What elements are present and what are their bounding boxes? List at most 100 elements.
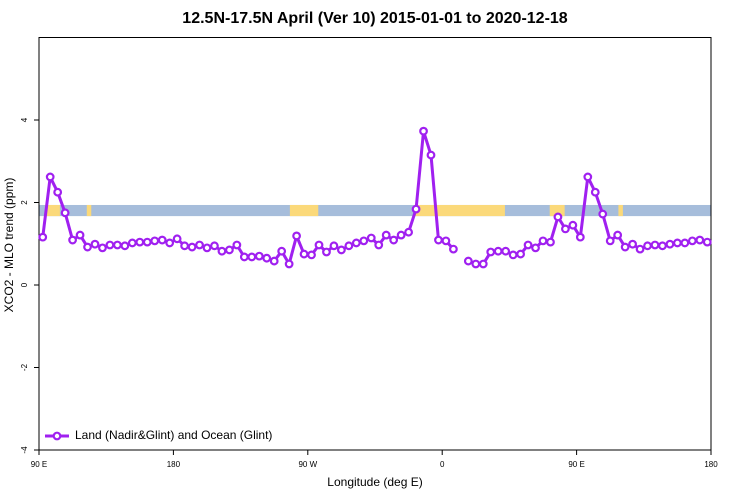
data-point bbox=[546, 237, 555, 247]
data-point bbox=[561, 224, 570, 234]
data-point bbox=[658, 241, 667, 251]
data-point bbox=[351, 238, 361, 248]
data-point bbox=[411, 204, 421, 214]
data-point bbox=[575, 232, 585, 242]
data-point bbox=[680, 238, 690, 248]
data-point bbox=[434, 235, 443, 245]
data-point bbox=[702, 237, 712, 247]
data-point bbox=[620, 242, 630, 252]
data-point bbox=[112, 240, 122, 250]
x-tick-label: 0 bbox=[440, 460, 445, 469]
data-point bbox=[180, 241, 190, 251]
data-point bbox=[359, 236, 369, 246]
data-point bbox=[329, 241, 339, 251]
data-point bbox=[695, 235, 705, 245]
data-point bbox=[53, 187, 63, 197]
y-tick-label: 4 bbox=[20, 117, 29, 122]
x-tick-label: 180 bbox=[167, 460, 181, 469]
data-point bbox=[210, 241, 219, 251]
data-point bbox=[232, 240, 242, 250]
data-point bbox=[120, 241, 130, 251]
data-point bbox=[687, 236, 697, 246]
data-point bbox=[157, 235, 167, 245]
data-point bbox=[284, 259, 294, 269]
y-tick-label: -4 bbox=[20, 446, 29, 454]
chart-title: 12.5N-17.5N April (Ver 10) 2015-01-01 to… bbox=[182, 10, 568, 27]
land-band bbox=[44, 204, 60, 217]
land-band bbox=[618, 204, 623, 217]
data-point bbox=[605, 236, 615, 246]
data-point bbox=[613, 230, 623, 240]
y-axis-label: XCO2 - MLO trend (ppm) bbox=[2, 178, 16, 313]
data-point bbox=[165, 238, 175, 248]
data-point bbox=[508, 250, 518, 260]
data-point bbox=[374, 240, 384, 250]
data-point bbox=[531, 243, 540, 253]
data-point bbox=[381, 230, 391, 240]
data-point bbox=[419, 126, 428, 136]
data-point bbox=[105, 240, 115, 250]
data-point bbox=[463, 256, 473, 266]
data-point bbox=[583, 172, 593, 182]
y-tick-label: -2 bbox=[20, 363, 29, 371]
data-point bbox=[38, 232, 48, 242]
data-point bbox=[224, 245, 234, 255]
data-point bbox=[516, 249, 525, 259]
data-point bbox=[523, 240, 533, 250]
data-point bbox=[277, 246, 287, 256]
land-band bbox=[413, 204, 505, 217]
data-point bbox=[187, 242, 197, 252]
data-point bbox=[314, 240, 324, 250]
data-point bbox=[195, 240, 204, 250]
legend-marker bbox=[52, 431, 62, 441]
data-point bbox=[262, 253, 272, 263]
data-point bbox=[553, 212, 563, 222]
x-tick-label: 90 E bbox=[568, 460, 584, 469]
data-point bbox=[404, 227, 414, 237]
data-point bbox=[478, 259, 488, 269]
data-point bbox=[635, 244, 645, 254]
data-point bbox=[254, 251, 264, 261]
land-band bbox=[86, 204, 92, 217]
data-point bbox=[307, 250, 316, 260]
data-point bbox=[628, 239, 637, 249]
data-point bbox=[142, 237, 152, 247]
data-point bbox=[665, 239, 675, 249]
data-point bbox=[299, 249, 309, 259]
data-point bbox=[90, 239, 100, 249]
ocean-band bbox=[39, 204, 711, 217]
data-point bbox=[471, 259, 481, 269]
data-point bbox=[366, 233, 376, 243]
data-point bbox=[501, 246, 511, 256]
data-point bbox=[239, 252, 249, 262]
data-point bbox=[60, 208, 70, 218]
land-band bbox=[289, 204, 319, 217]
data-point bbox=[135, 237, 145, 247]
data-point bbox=[598, 209, 608, 219]
data-point bbox=[150, 236, 160, 246]
data-point bbox=[269, 256, 279, 266]
data-point bbox=[68, 235, 77, 245]
data-point bbox=[292, 231, 302, 241]
x-tick-label: 90 W bbox=[298, 460, 317, 469]
data-point bbox=[344, 241, 354, 251]
data-point bbox=[172, 234, 182, 244]
data-point bbox=[396, 230, 406, 240]
data-point bbox=[127, 238, 137, 248]
data-point bbox=[449, 244, 458, 254]
legend-label: Land (Nadir&Glint) and Ocean (Glint) bbox=[75, 428, 272, 442]
data-point bbox=[322, 247, 331, 257]
land-band bbox=[549, 204, 565, 217]
data-point bbox=[45, 172, 55, 182]
data-point bbox=[217, 246, 227, 256]
data-point bbox=[441, 236, 451, 246]
data-point bbox=[247, 252, 257, 262]
data-point bbox=[568, 220, 578, 230]
data-point bbox=[643, 241, 652, 251]
y-tick-label: 2 bbox=[20, 200, 29, 205]
x-tick-label: 180 bbox=[704, 460, 718, 469]
data-point bbox=[75, 230, 85, 240]
data-point bbox=[538, 236, 548, 246]
y-tick-label: 0 bbox=[20, 282, 29, 287]
